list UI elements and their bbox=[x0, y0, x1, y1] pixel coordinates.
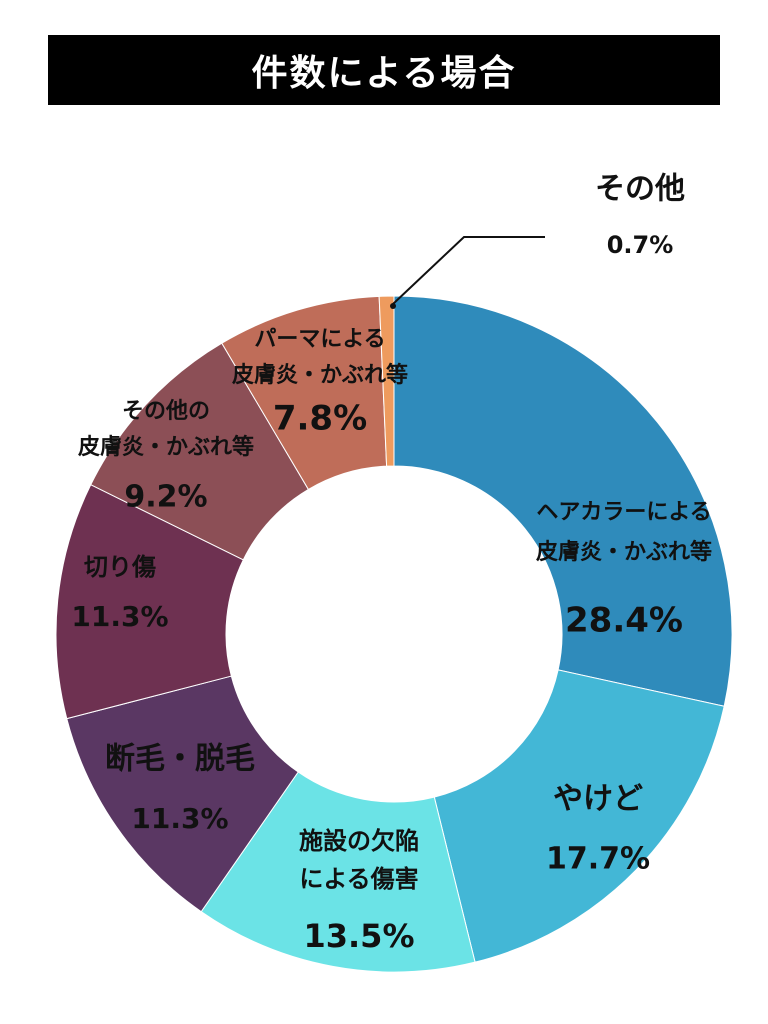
slice-label-3: 断毛・脱毛 bbox=[105, 742, 255, 777]
slice-value-label-1: 17.7% bbox=[546, 842, 650, 877]
slice-7 bbox=[378, 295, 395, 467]
slice-label-6: パーマによる bbox=[254, 327, 385, 352]
slice-value-label-6: 7.8% bbox=[273, 399, 367, 439]
slice-label-2: 施設の欠陥 bbox=[299, 827, 419, 855]
leader-line bbox=[392, 236, 545, 305]
leader-dot bbox=[390, 303, 396, 309]
chart-title: 件数による場合 bbox=[48, 35, 720, 105]
slice-value-label-3: 11.3% bbox=[131, 802, 228, 835]
slice-1 bbox=[433, 669, 725, 963]
slice-2 bbox=[200, 771, 476, 973]
slice-0 bbox=[393, 295, 733, 707]
slice-label-1: やけど bbox=[553, 782, 643, 817]
slice-label-6: 皮膚炎・かぶれ等 bbox=[232, 362, 408, 388]
slice-label-0: 皮膚炎・かぶれ等 bbox=[536, 539, 712, 565]
slice-label-4: 切り傷 bbox=[84, 553, 156, 581]
slice-value-label-7: 0.7% bbox=[607, 231, 674, 259]
slice-value-label-2: 13.5% bbox=[303, 917, 414, 955]
slice-label-5: 皮膚炎・かぶれ等 bbox=[78, 434, 254, 460]
slice-value-label-5: 9.2% bbox=[124, 480, 207, 515]
slice-value-label-4: 11.3% bbox=[71, 600, 168, 633]
slice-label-7: その他 bbox=[595, 172, 685, 207]
slice-value-label-0: 28.4% bbox=[565, 601, 683, 641]
slice-label-2: による傷害 bbox=[299, 865, 418, 893]
slice-label-5: その他の bbox=[122, 399, 210, 424]
slice-label-0: ヘアカラーによる bbox=[536, 500, 711, 525]
